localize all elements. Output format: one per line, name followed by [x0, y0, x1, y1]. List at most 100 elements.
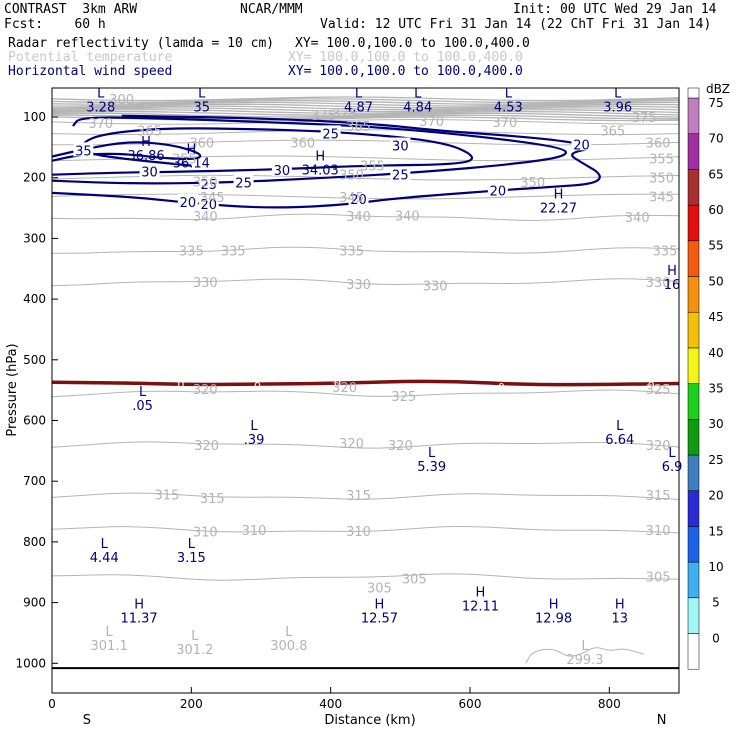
theta-extremum-value: 299.3	[566, 653, 603, 668]
wind-contour-20	[52, 114, 601, 209]
colorbar-swatch	[687, 311, 700, 349]
wind-contour-label: 20	[573, 138, 590, 153]
theta-upper-line	[52, 112, 679, 118]
wind-extremum-L: L	[101, 537, 109, 552]
xtick-label: 0	[48, 697, 56, 711]
theta-label: 365	[600, 124, 625, 139]
theta-extremum-L: L	[191, 629, 199, 644]
theta-upper-line	[52, 110, 679, 116]
zero-dbz-label: 0	[254, 380, 261, 393]
theta-line-330	[52, 278, 679, 287]
wind-extremum-value: 4.53	[494, 101, 523, 116]
wind-label-bg	[487, 182, 508, 197]
wind-extremum-H: H	[615, 598, 625, 613]
wind-extremum-H: H	[375, 598, 385, 613]
wind-contour-label: 25	[200, 178, 217, 193]
wind-extremum-L: L	[614, 87, 622, 102]
theta-line-320	[52, 441, 679, 449]
colorbar-swatch	[687, 597, 700, 634]
wind-contour-label: 25	[392, 169, 409, 184]
wind-extremum-L: L	[668, 446, 676, 461]
theta-label: 340	[193, 210, 218, 225]
wind-extremum-H: H	[134, 598, 144, 613]
colorbar-swatch	[687, 561, 700, 599]
theta-label: 345	[339, 191, 364, 206]
wind-extremum-value: 3.15	[177, 551, 206, 566]
ytick-label: 200	[23, 171, 46, 185]
colorbar-label: 35	[708, 381, 723, 395]
theta-label: 375	[632, 111, 657, 126]
theta-label: 345	[649, 191, 674, 206]
colorbar-swatch	[687, 526, 700, 563]
colorbar-unit: dBZ	[706, 82, 730, 96]
colorbar-label: 5	[712, 596, 720, 610]
theta-extremum-value: 301.2	[176, 643, 213, 658]
colorbar-swatch	[687, 383, 700, 420]
colorbar-label: 70	[708, 132, 723, 146]
theta-line-315	[52, 492, 679, 500]
wind-extremum-value: 36.86	[127, 149, 164, 164]
wind-extremum-L: L	[97, 87, 105, 102]
theta-label: 330	[646, 276, 671, 291]
wind-label-bg	[571, 136, 592, 151]
zero-dbz-label: 0	[177, 378, 184, 391]
theta-label: 305	[367, 581, 392, 596]
theta-label: 310	[193, 526, 218, 541]
theta-label: 350	[520, 176, 545, 191]
wind-label-bg	[390, 166, 411, 181]
ytick-label: 300	[23, 231, 46, 245]
init-time: Init: 00 UTC Wed 29 Jan 14	[513, 2, 717, 17]
theta-label: 300	[109, 93, 134, 108]
colorbar-label: 45	[708, 310, 723, 324]
theta-upper-line	[52, 105, 679, 111]
theta-extremum-value: 301.1	[91, 639, 128, 654]
colorbar-label: 65	[708, 167, 723, 181]
theta-line	[52, 139, 679, 146]
colorbar-swatch	[687, 169, 700, 206]
theta-label: 360	[646, 136, 671, 151]
theta-upper-line	[52, 103, 679, 109]
wind-extremum-H: H	[476, 586, 486, 601]
colorbar-label: 0	[712, 631, 720, 645]
colorbar-swatch	[687, 240, 700, 277]
xtick-label: 600	[459, 697, 482, 711]
colorbar-label: 75	[708, 96, 723, 110]
wind-extremum-H: H	[315, 150, 325, 165]
theta-label: 355	[172, 152, 197, 167]
colorbar-label: 30	[708, 417, 723, 431]
theta-label: 340	[625, 211, 650, 226]
colorbar-label: 60	[708, 203, 723, 217]
wind-extremum-L: L	[414, 87, 422, 102]
theta-label: 360	[189, 136, 214, 151]
wind-label-bg	[271, 161, 292, 176]
colorbar-swatch	[687, 633, 700, 670]
wind-extremum-value: 11.37	[120, 612, 157, 627]
theta-label: 365	[346, 120, 371, 135]
theta-label: 335	[179, 245, 204, 260]
wind-extremum-value: 12.57	[361, 612, 398, 627]
theta-label: 320	[646, 439, 671, 454]
theta-extremum-L: L	[106, 625, 114, 640]
theta-label: 310	[242, 524, 267, 539]
colorbar-label: 10	[708, 560, 723, 574]
theta-label: 340	[346, 210, 371, 225]
theta-label: 310	[646, 524, 671, 539]
theta-line	[52, 193, 679, 200]
theta-line	[52, 129, 679, 136]
ytick-label: 100	[23, 110, 46, 124]
var-wind: Horizontal wind speed	[8, 64, 173, 79]
zero-dbz-contour	[52, 379, 679, 387]
theta-label: 350	[339, 169, 364, 184]
theta-upper-line	[52, 99, 679, 105]
colorbar-label: 50	[708, 274, 723, 288]
theta-label: 320	[332, 381, 357, 396]
colorbar-swatch	[687, 347, 700, 384]
xy-reflectivity: XY= 100.0,100.0 to 100.0,400.0	[295, 36, 530, 51]
zero-dbz-label: 0	[498, 381, 505, 394]
theta-label: 315	[155, 489, 180, 504]
wind-extremum-value: .05	[132, 399, 153, 414]
wind-extremum-value: 3.28	[86, 101, 115, 116]
wind-contour-label: 20	[490, 184, 507, 199]
